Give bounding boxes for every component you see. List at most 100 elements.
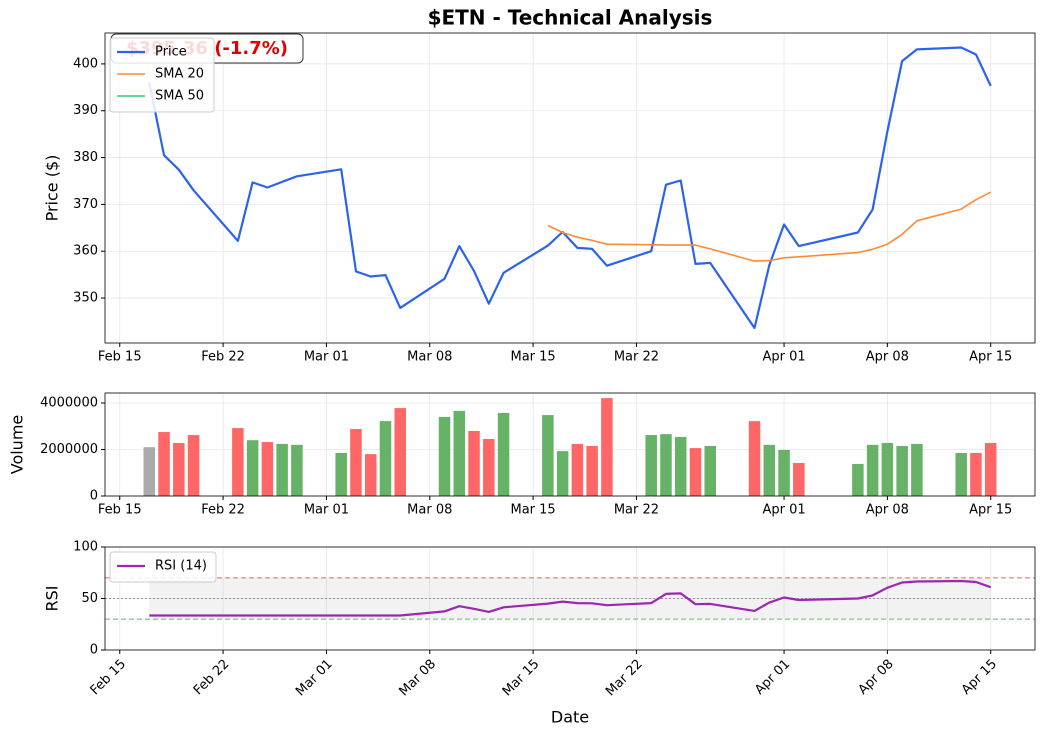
x-axis-label: Date xyxy=(551,708,589,727)
x-tick-label: Apr 01 xyxy=(762,350,805,365)
x-tick-label: Mar 15 xyxy=(510,503,555,518)
bar xyxy=(674,436,687,496)
y-tick-label: 370 xyxy=(73,197,98,212)
bar xyxy=(704,446,716,496)
y-tick-label: 380 xyxy=(73,150,98,165)
x-tick-label: Mar 01 xyxy=(304,350,349,365)
series-line xyxy=(148,46,992,330)
bar xyxy=(187,435,200,496)
bar xyxy=(173,442,185,496)
x-tick-label: Mar 01 xyxy=(293,657,336,700)
bar xyxy=(763,444,776,496)
bar xyxy=(881,442,894,496)
x-tick-label: Apr 01 xyxy=(752,657,793,698)
y-tick-label: 350 xyxy=(73,291,98,306)
bar xyxy=(955,452,967,496)
y-tick-label: 390 xyxy=(73,103,98,118)
x-tick-label: Feb 22 xyxy=(191,657,233,699)
x-tick-label: Apr 15 xyxy=(969,350,1012,365)
x-tick-label: Mar 22 xyxy=(603,657,646,700)
x-tick-label: Apr 08 xyxy=(866,350,909,365)
bar xyxy=(350,429,362,496)
x-tick-label: Feb 15 xyxy=(88,657,130,699)
x-tick-label: Mar 08 xyxy=(407,503,452,518)
y-axis-label: Price ($) xyxy=(43,155,62,222)
legend-box xyxy=(109,551,217,583)
x-tick-label: Apr 15 xyxy=(959,657,1000,698)
axes-frame xyxy=(104,32,1036,344)
y-tick-label: 360 xyxy=(73,244,98,259)
bar xyxy=(394,408,406,496)
legend-label: RSI (14) xyxy=(155,559,207,574)
y-tick-label: 100 xyxy=(73,540,98,555)
chart-title: $ETN - Technical Analysis xyxy=(428,6,713,30)
bar xyxy=(556,451,569,496)
bar xyxy=(483,439,495,496)
bar xyxy=(438,416,451,496)
bar xyxy=(453,410,466,496)
bar xyxy=(291,444,303,496)
x-tick-label: Apr 08 xyxy=(856,657,897,698)
x-tick-label: Feb 15 xyxy=(98,350,142,365)
bar xyxy=(601,398,613,496)
y-tick-label: 2000000 xyxy=(40,442,98,457)
x-tick-label: Mar 15 xyxy=(500,657,543,700)
bar xyxy=(645,435,657,496)
bar xyxy=(571,443,584,496)
bar xyxy=(379,421,392,496)
legend-label: SMA 50 xyxy=(155,89,204,104)
bar xyxy=(143,447,156,496)
x-tick-label: Mar 15 xyxy=(510,350,555,365)
panel: 0 50 100 Feb 15 Feb 22 Mar 01 Mar 08 Mar 15 Mar … xyxy=(43,540,1036,727)
x-tick-label: Mar 08 xyxy=(407,350,452,365)
bar xyxy=(246,440,259,496)
x-tick-label: Feb 15 xyxy=(98,503,142,518)
bar xyxy=(335,452,347,496)
y-tick-label: 0 xyxy=(90,643,98,658)
series-line xyxy=(547,191,992,262)
x-tick-label: Feb 22 xyxy=(201,350,245,365)
bar xyxy=(866,444,879,496)
panel: 350 360 370 380 390 400 Feb 15 Feb 22 Mar 01 Mar … xyxy=(43,32,1036,365)
bar xyxy=(660,434,672,496)
panel: 0 2000000 4000000 Feb 15 Feb 22 Mar 01 Mar 08 M… xyxy=(8,392,1036,518)
bar xyxy=(276,443,288,496)
bar xyxy=(896,446,908,496)
x-tick-label: Feb 22 xyxy=(201,503,245,518)
bar xyxy=(984,442,997,496)
bar xyxy=(911,443,923,496)
y-tick-label: 50 xyxy=(81,591,98,606)
bar xyxy=(689,448,702,496)
y-tick-label: 400 xyxy=(73,56,98,71)
y-axis-label: Volume xyxy=(8,415,27,475)
legend-box xyxy=(109,37,215,113)
x-tick-label: Mar 01 xyxy=(304,503,349,518)
bar xyxy=(793,462,805,496)
bar xyxy=(364,454,377,496)
x-tick-label: Apr 08 xyxy=(866,503,909,518)
y-axis-label: RSI xyxy=(43,586,62,612)
bar xyxy=(497,412,510,496)
axes-frame xyxy=(104,546,1036,651)
bar xyxy=(852,463,864,496)
legend-label: SMA 20 xyxy=(155,67,204,82)
x-tick-label: Mar 22 xyxy=(614,503,659,518)
axes-frame xyxy=(104,392,1036,497)
legend-label: Price xyxy=(155,45,187,60)
bar xyxy=(542,415,554,496)
y-tick-label: 4000000 xyxy=(40,395,98,410)
x-tick-label: Apr 01 xyxy=(762,503,805,518)
bar xyxy=(468,430,480,496)
bar xyxy=(158,432,170,496)
bar xyxy=(748,421,761,496)
series-line xyxy=(149,579,992,617)
x-tick-label: Mar 08 xyxy=(396,657,439,700)
bar xyxy=(778,449,790,496)
y-tick-label: 0 xyxy=(90,489,98,504)
bar xyxy=(261,442,274,496)
bar xyxy=(970,452,982,496)
bar xyxy=(232,428,244,496)
bar xyxy=(586,446,598,496)
x-tick-label: Apr 15 xyxy=(969,503,1012,518)
